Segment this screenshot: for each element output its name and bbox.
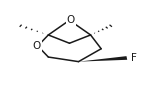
Text: O: O [67, 15, 75, 25]
Text: O: O [33, 41, 41, 51]
Text: F: F [131, 53, 137, 63]
Polygon shape [79, 56, 127, 62]
